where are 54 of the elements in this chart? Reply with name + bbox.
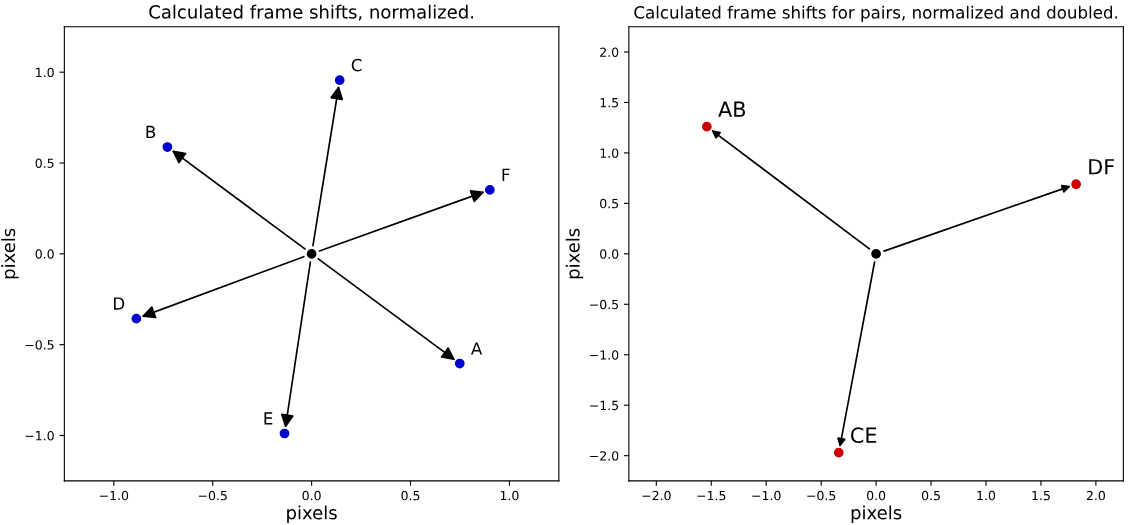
point (871, 248, 881, 259)
annotation: A (471, 342, 483, 355)
x-tick-label: −1.5 (697, 491, 726, 501)
y-tick-label: 0.5 (35, 158, 54, 168)
point (1071, 179, 1081, 190)
x-tick-label: 1.0 (977, 490, 996, 501)
x-tick-label: −1.0 (752, 490, 781, 501)
point (279, 428, 290, 439)
y-tick-label: −1.0 (25, 430, 54, 441)
chart-title: Calculated frame shifts for pairs, normalized and doubled. (634, 5, 1118, 22)
annotation: E (264, 412, 273, 425)
annotation: DF (1089, 159, 1115, 175)
x-tick-label: 0.5 (401, 490, 420, 501)
annotation: AB (718, 101, 746, 117)
y-tick-label: 0.0 (600, 249, 619, 259)
y-tick-label: −0.5 (590, 299, 619, 310)
y-tick-label: −2.0 (590, 451, 619, 461)
x-tick-label: 0.0 (302, 490, 321, 501)
x-tick-label: 0.5 (921, 490, 940, 501)
y-tick-label: 2.0 (600, 47, 619, 57)
point (702, 121, 712, 132)
y-tick-label: −1.0 (590, 350, 619, 360)
x-tick-label: 2.0 (1086, 490, 1105, 501)
x-tick-label: 0.0 (866, 490, 886, 501)
chart-title: Calculated frame shifts, normalized. (149, 4, 474, 21)
x-tick-label: −2.0 (642, 490, 671, 501)
y-tick-label: 0.0 (35, 249, 54, 259)
y-tick-label: −1.5 (590, 400, 619, 411)
annotation: CE (851, 427, 877, 444)
point (833, 447, 844, 458)
annotation: C (351, 58, 362, 72)
y-tick-label: 1.0 (36, 67, 54, 78)
y-axis-title: pixels (565, 228, 584, 279)
x-tick-label: −0.5 (807, 490, 836, 501)
y-tick-label: 1.0 (600, 148, 619, 158)
point (131, 313, 142, 324)
x-tick-label: 1.5 (1032, 491, 1050, 501)
annotation: B (146, 125, 156, 139)
point (484, 185, 495, 195)
x-axis-title: pixels (851, 505, 902, 523)
point (334, 75, 345, 86)
y-tick-label: 1.5 (600, 98, 619, 108)
x-axis-title: pixels (287, 505, 337, 523)
point (162, 142, 173, 152)
x-tick-label: −0.5 (198, 490, 227, 501)
annotation: D (114, 297, 125, 310)
x-tick-label: 1.0 (500, 490, 519, 501)
y-tick-label: −0.5 (25, 340, 54, 350)
y-axis-title: pixels (1, 228, 19, 279)
annotation: F (502, 168, 510, 181)
point (454, 358, 465, 369)
point (306, 248, 317, 259)
x-tick-label: −1.0 (99, 490, 129, 501)
y-tick-label: 0.5 (600, 198, 619, 209)
